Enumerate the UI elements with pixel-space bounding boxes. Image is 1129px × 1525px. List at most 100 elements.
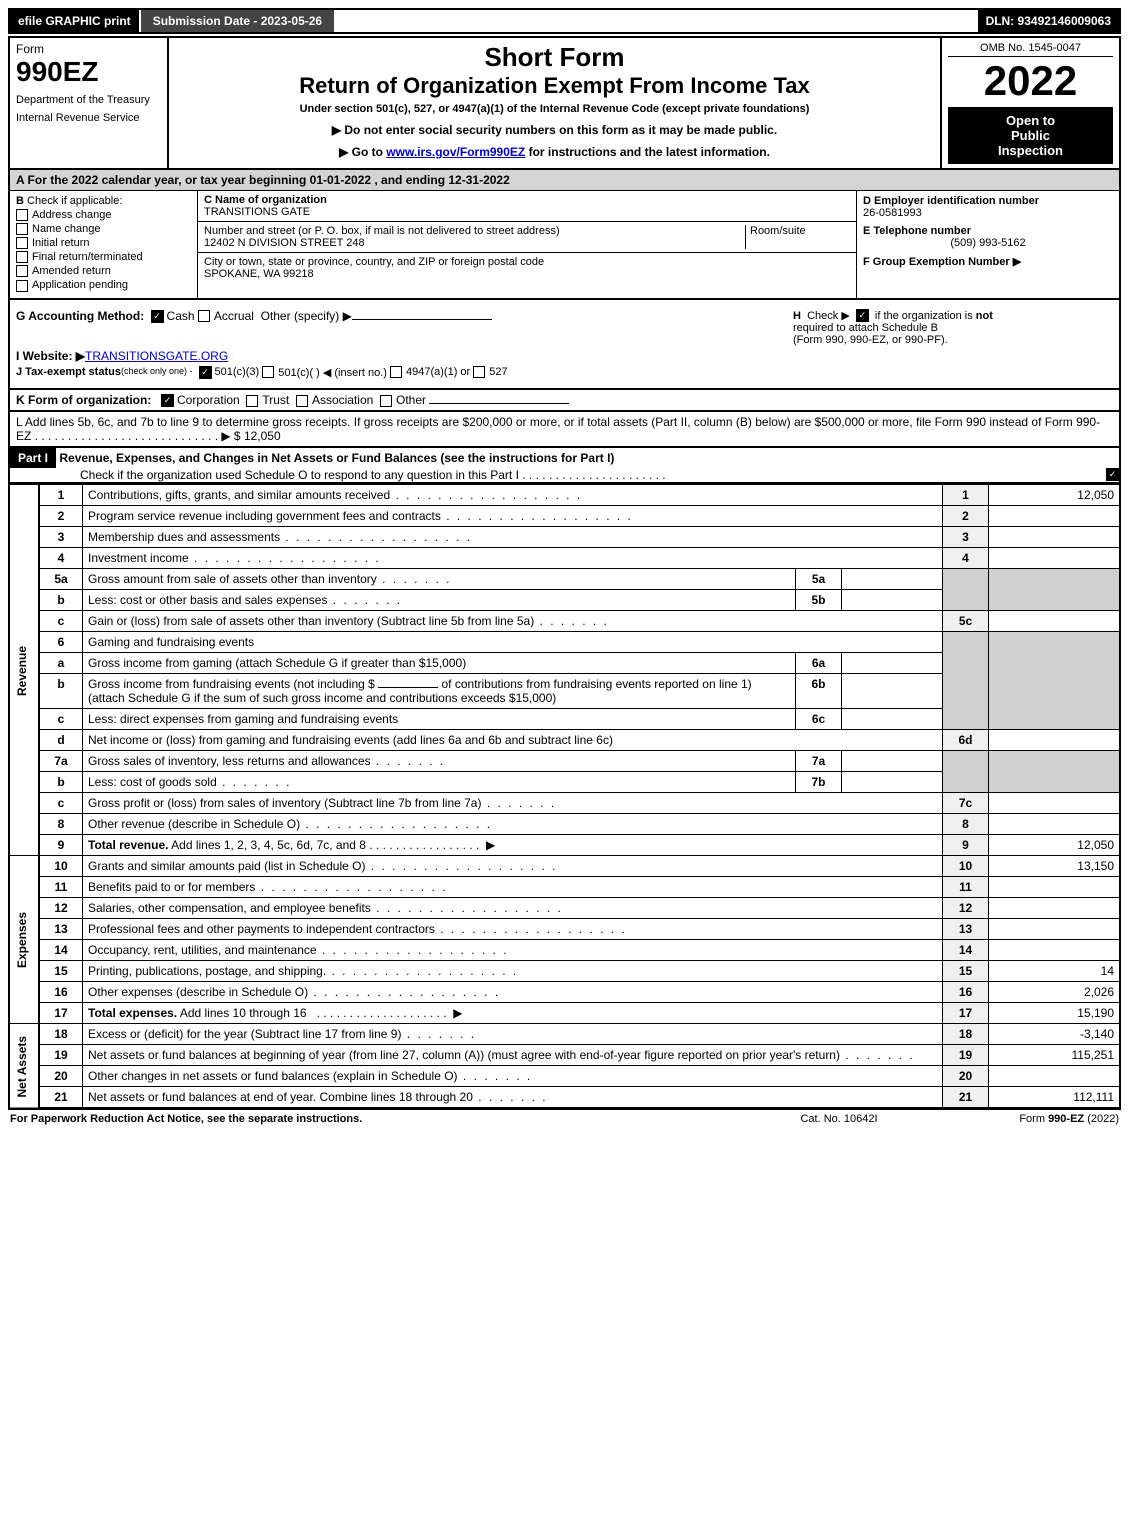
line-desc: Less: cost or other basis and sales expe… bbox=[83, 590, 796, 611]
sub-val bbox=[842, 674, 943, 709]
check-pending[interactable]: Application pending bbox=[16, 279, 191, 291]
check-amended[interactable]: Amended return bbox=[16, 265, 191, 277]
table-row: d Net income or (loss) from gaming and f… bbox=[9, 730, 1120, 751]
line-ref: 14 bbox=[943, 940, 989, 961]
omb-number: OMB No. 1545-0047 bbox=[948, 42, 1113, 57]
check-icon: ✓ bbox=[151, 310, 164, 323]
form-word: Form bbox=[16, 42, 161, 56]
table-row: 7a Gross sales of inventory, less return… bbox=[9, 751, 1120, 772]
irs-link[interactable]: www.irs.gov/Form990EZ bbox=[386, 145, 525, 159]
line-desc: Other changes in net assets or fund bala… bbox=[83, 1066, 943, 1087]
line-desc: Benefits paid to or for members bbox=[83, 877, 943, 898]
i-label: I Website: ▶ bbox=[16, 349, 85, 363]
line-desc: Gross sales of inventory, less returns a… bbox=[83, 751, 796, 772]
line-val: 12,050 bbox=[989, 835, 1121, 856]
f-label: F Group Exemption Number ▶ bbox=[863, 256, 1021, 268]
part1-check-text: Check if the organization used Schedule … bbox=[10, 468, 666, 482]
b-letter: B bbox=[16, 195, 24, 207]
mid-block: G Accounting Method: ✓Cash Accrual Other… bbox=[8, 300, 1121, 391]
efile-label: efile GRAPHIC print bbox=[10, 10, 139, 32]
line-val: 15,190 bbox=[989, 1003, 1121, 1024]
goto-pre: ▶ Go to bbox=[339, 145, 386, 159]
line-ref: 17 bbox=[943, 1003, 989, 1024]
open-line1: Open to bbox=[952, 113, 1109, 128]
sub-ref: 6c bbox=[796, 709, 842, 730]
g-other-field[interactable] bbox=[352, 319, 492, 320]
line-num: c bbox=[39, 793, 83, 814]
line-num: 1 bbox=[39, 485, 83, 506]
sub-val bbox=[842, 653, 943, 674]
check-icon: ✓ bbox=[199, 366, 212, 379]
sub-val bbox=[842, 590, 943, 611]
k-label: K Form of organization: bbox=[16, 393, 151, 407]
line-num: 20 bbox=[39, 1066, 83, 1087]
line-num: 16 bbox=[39, 982, 83, 1003]
table-row: 12 Salaries, other compensation, and emp… bbox=[9, 898, 1120, 919]
line-num: c bbox=[39, 611, 83, 632]
line-desc: Net assets or fund balances at end of ye… bbox=[83, 1087, 943, 1109]
line-desc: Salaries, other compensation, and employ… bbox=[83, 898, 943, 919]
title-short: Short Form bbox=[179, 42, 930, 73]
side-expenses: Expenses bbox=[9, 856, 39, 1024]
h-text4: (Form 990, 990-EZ, or 990-PF). bbox=[793, 334, 948, 346]
line-desc: Membership dues and assessments bbox=[83, 527, 943, 548]
line-ref: 4 bbox=[943, 548, 989, 569]
line-desc: Net income or (loss) from gaming and fun… bbox=[83, 730, 943, 751]
line-desc: Total revenue. Add lines 1, 2, 3, 4, 5c,… bbox=[83, 835, 943, 856]
open-line2: Public bbox=[952, 128, 1109, 143]
line-num: d bbox=[39, 730, 83, 751]
dln-label: DLN: 93492146009063 bbox=[978, 10, 1119, 32]
line-ref: 1 bbox=[943, 485, 989, 506]
line-num: 14 bbox=[39, 940, 83, 961]
checkbox-icon bbox=[16, 223, 28, 235]
table-row: 9 Total revenue. Add lines 1, 2, 3, 4, 5… bbox=[9, 835, 1120, 856]
line-num: 7a bbox=[39, 751, 83, 772]
table-row: Expenses 10 Grants and similar amounts p… bbox=[9, 856, 1120, 877]
g-cash: Cash bbox=[167, 309, 195, 323]
j-label: J Tax-exempt status bbox=[16, 366, 121, 378]
section-a: A For the 2022 calendar year, or tax yea… bbox=[8, 170, 1121, 191]
line-desc: Gross profit or (loss) from sales of inv… bbox=[83, 793, 943, 814]
tax-year: 2022 bbox=[948, 57, 1113, 105]
line-val bbox=[989, 793, 1121, 814]
line-val bbox=[989, 1066, 1121, 1087]
j-4947: 4947(a)(1) or bbox=[406, 366, 470, 379]
e-label: E Telephone number bbox=[863, 225, 971, 237]
l6b-amount-field[interactable] bbox=[378, 687, 438, 688]
table-row: 16 Other expenses (describe in Schedule … bbox=[9, 982, 1120, 1003]
line-num: 21 bbox=[39, 1087, 83, 1109]
line-num: 11 bbox=[39, 877, 83, 898]
shaded-cell bbox=[943, 751, 989, 793]
line-num: 18 bbox=[39, 1024, 83, 1045]
table-row: 21 Net assets or fund balances at end of… bbox=[9, 1087, 1120, 1109]
l-value: 12,050 bbox=[244, 429, 281, 443]
table-row: 6 Gaming and fundraising events bbox=[9, 632, 1120, 653]
header-left: Form 990EZ Department of the Treasury In… bbox=[10, 38, 169, 168]
line-ref: 15 bbox=[943, 961, 989, 982]
k-row: K Form of organization: ✓Corporation Tru… bbox=[8, 390, 1121, 412]
checkbox-icon bbox=[262, 366, 274, 378]
header-center: Short Form Return of Organization Exempt… bbox=[169, 38, 942, 168]
line-val bbox=[989, 814, 1121, 835]
k-other-field[interactable] bbox=[429, 403, 569, 404]
col-d: D Employer identification number 26-0581… bbox=[857, 191, 1119, 298]
line-val bbox=[989, 527, 1121, 548]
check-address-change[interactable]: Address change bbox=[16, 209, 191, 221]
line-val bbox=[989, 877, 1121, 898]
table-row: c Gross profit or (loss) from sales of i… bbox=[9, 793, 1120, 814]
line-desc: Gross income from gaming (attach Schedul… bbox=[83, 653, 796, 674]
website-link[interactable]: TRANSITIONSGATE.ORG bbox=[85, 349, 228, 363]
opt-pending: Application pending bbox=[32, 279, 128, 291]
check-initial-return[interactable]: Initial return bbox=[16, 237, 191, 249]
check-name-change[interactable]: Name change bbox=[16, 223, 191, 235]
main-table: Revenue 1 Contributions, gifts, grants, … bbox=[8, 484, 1121, 1109]
g-accrual: Accrual bbox=[214, 309, 254, 323]
form-header: Form 990EZ Department of the Treasury In… bbox=[8, 36, 1121, 170]
line-desc: Excess or (deficit) for the year (Subtra… bbox=[83, 1024, 943, 1045]
check-final-return[interactable]: Final return/terminated bbox=[16, 251, 191, 263]
line-desc: Contributions, gifts, grants, and simila… bbox=[83, 485, 943, 506]
line-num: 12 bbox=[39, 898, 83, 919]
table-row: 13 Professional fees and other payments … bbox=[9, 919, 1120, 940]
col-b: B Check if applicable: Address change Na… bbox=[10, 191, 198, 298]
footer-post: (2022) bbox=[1084, 1113, 1119, 1125]
